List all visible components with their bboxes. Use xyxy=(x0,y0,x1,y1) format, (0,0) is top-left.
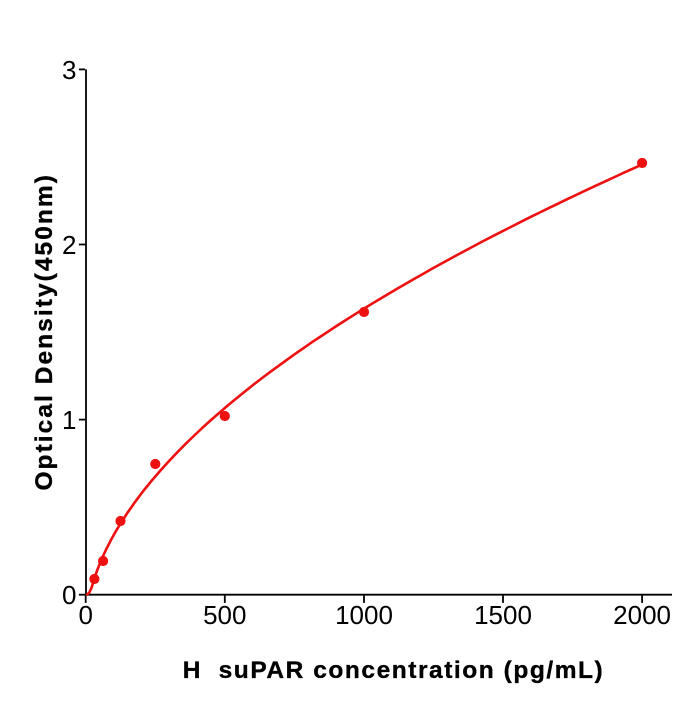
svg-text:Optical Density(450nm): Optical Density(450nm) xyxy=(31,175,58,491)
svg-text:1500: 1500 xyxy=(474,600,532,630)
svg-text:3: 3 xyxy=(62,55,76,85)
svg-text:1000: 1000 xyxy=(335,600,393,630)
svg-text:1: 1 xyxy=(62,405,76,435)
svg-text:500: 500 xyxy=(203,600,246,630)
svg-text:0: 0 xyxy=(78,600,92,630)
svg-text:H suPAR concentration (pg/mL): H suPAR concentration (pg/mL) xyxy=(183,657,603,684)
svg-text:2000: 2000 xyxy=(613,600,671,630)
svg-text:2: 2 xyxy=(62,230,76,260)
svg-text:0: 0 xyxy=(62,580,76,610)
